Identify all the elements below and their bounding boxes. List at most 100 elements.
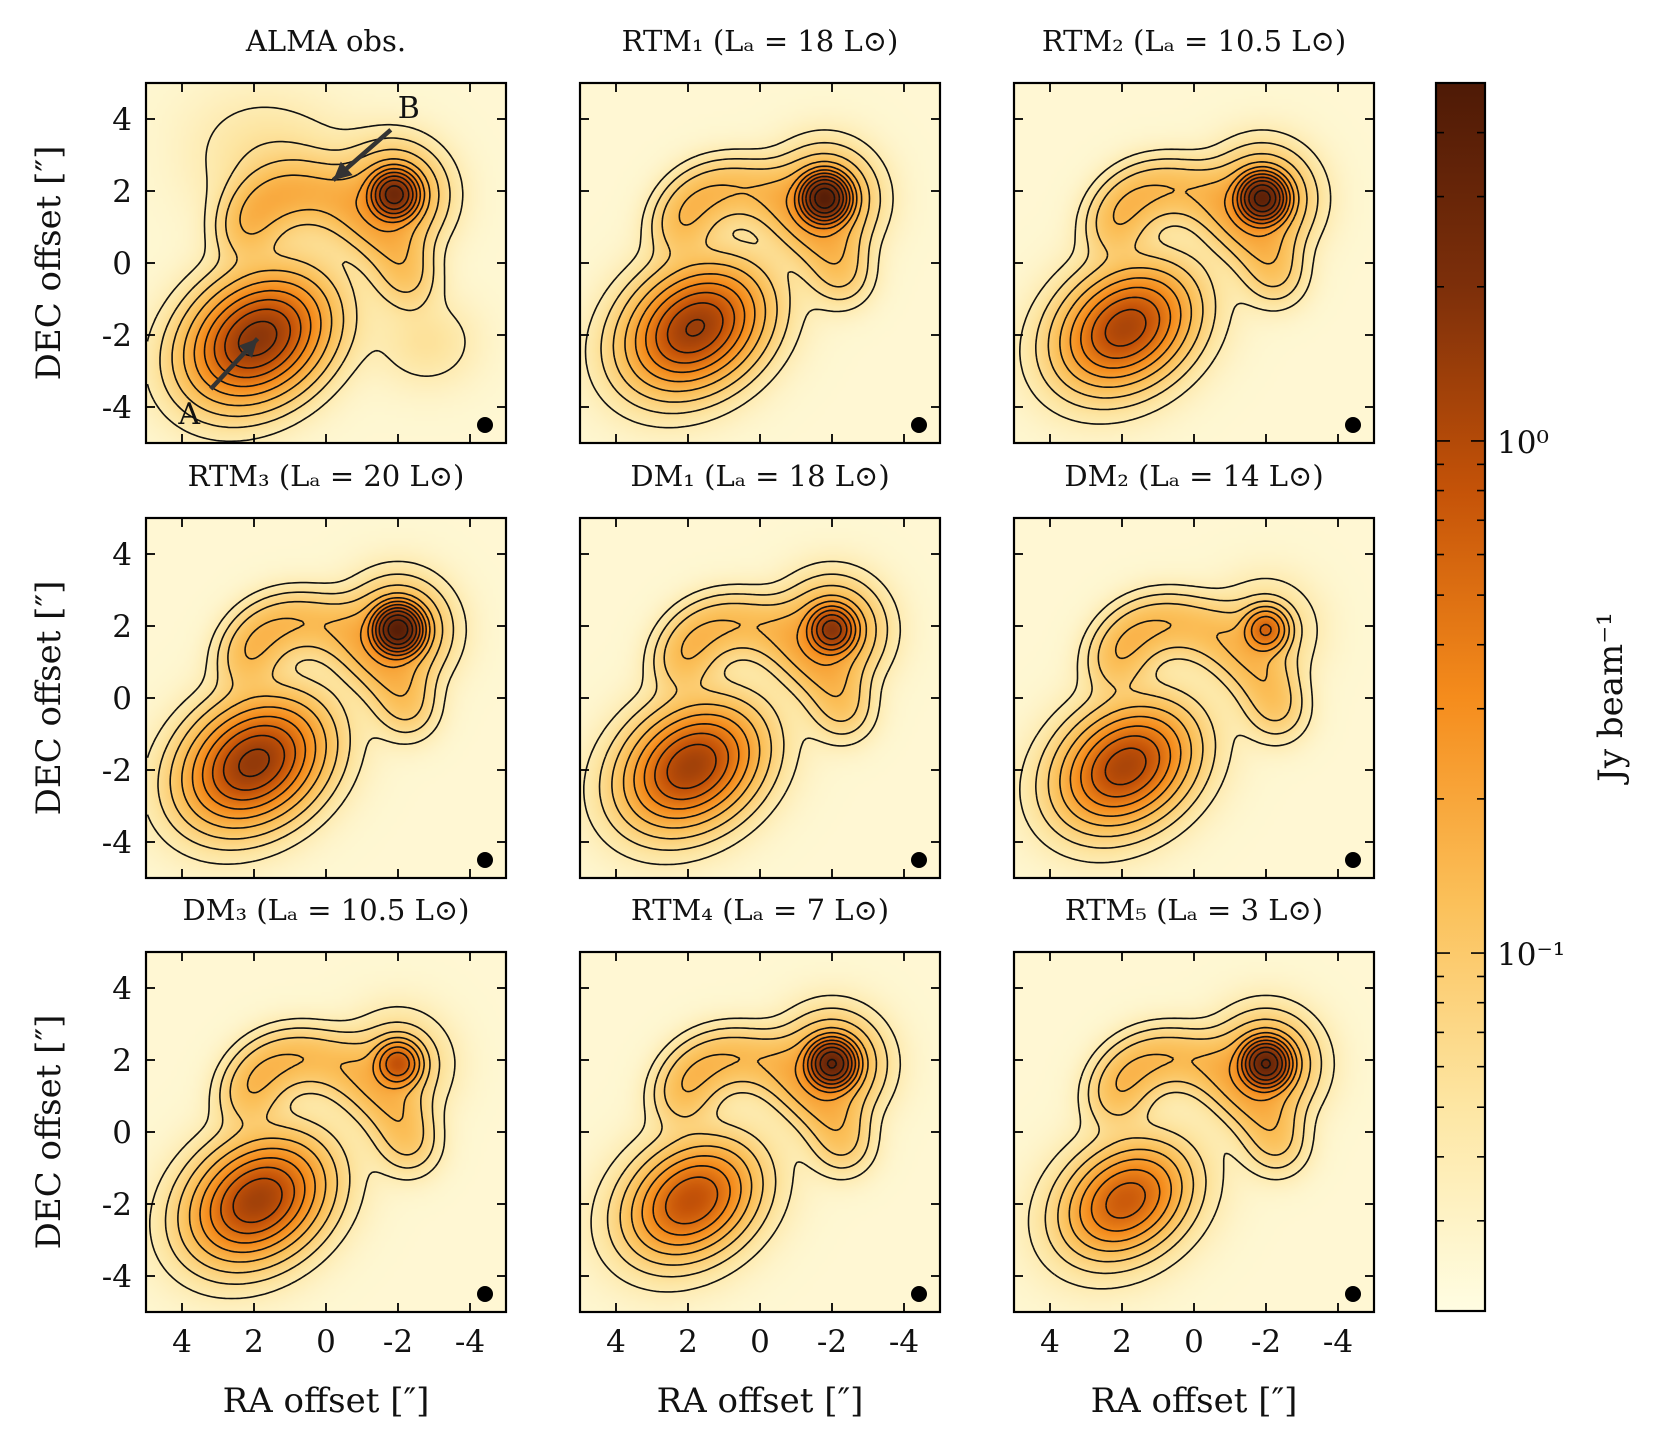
contour-level: [624, 160, 863, 393]
contour-level: [1068, 1026, 1303, 1252]
panel-5: DM₁ (Lₐ = 18 L⊙): [578, 459, 942, 880]
contour-level: [819, 1051, 845, 1077]
y-tick-label: 4: [112, 537, 132, 573]
y-axis-label: DEC offset [″]: [29, 1015, 69, 1250]
contour-level: [1059, 605, 1290, 827]
contour-lines: [1019, 129, 1332, 425]
contour-level: [598, 573, 889, 851]
contour-level: [1057, 1018, 1312, 1263]
contour-level: [666, 614, 848, 790]
beam-marker: [477, 417, 493, 433]
panel-title: DM₁ (Lₐ = 18 L⊙): [630, 459, 889, 493]
contour-level: [814, 1046, 849, 1081]
contour-level: [177, 1030, 431, 1274]
colorbar-gradient: [1436, 83, 1485, 1311]
y-axis-label: DEC offset [″]: [29, 146, 69, 381]
x-tick-label: 0: [1184, 1324, 1204, 1360]
intensity-map: [1014, 83, 1374, 443]
contour-level: [600, 141, 882, 415]
intensity-map: [580, 83, 940, 443]
x-axis-label: RA offset [″]: [223, 1381, 430, 1421]
intensity-map: [146, 518, 506, 878]
x-tick-label: 4: [172, 1324, 192, 1360]
contour-level: [387, 619, 409, 641]
contour-lines: [1027, 994, 1336, 1290]
y-tick-label: 0: [112, 246, 132, 282]
panel-title: RTM₃ (Lₐ = 20 L⊙): [188, 459, 465, 493]
contour-level: [1248, 1046, 1283, 1081]
contour-level: [146, 106, 466, 443]
contour-level: [384, 185, 404, 205]
y-tick-label: -2: [102, 1187, 132, 1223]
contour-level: [199, 1041, 421, 1254]
panel-title: RTM₅ (Lₐ = 3 L⊙): [1065, 893, 1323, 927]
contour-level: [164, 1021, 441, 1285]
x-tick-label: 0: [316, 1324, 336, 1360]
beam-marker: [911, 1286, 927, 1302]
contour-level: [821, 619, 842, 640]
annotation-label: A: [177, 397, 200, 432]
contour-level: [188, 1036, 425, 1263]
contour-level: [809, 182, 841, 214]
x-tick-label: 0: [750, 1324, 770, 1360]
contour-level: [1253, 1051, 1279, 1077]
contour-level: [213, 171, 418, 379]
panel-title: RTM₁ (Lₐ = 18 L⊙): [622, 24, 899, 58]
contour-level: [633, 600, 861, 820]
contour-level: [630, 1026, 869, 1256]
x-tick-label: -4: [455, 1324, 485, 1360]
contour-level: [622, 594, 868, 829]
y-tick-label: 2: [112, 1043, 132, 1079]
contour-level: [655, 172, 851, 364]
x-tick-label: 4: [1040, 1324, 1060, 1360]
x-tick-label: -2: [383, 1324, 413, 1360]
panel-6: DM₂ (Lₐ = 14 L⊙): [1012, 459, 1376, 880]
contour-level: [146, 560, 468, 865]
contour-level: [584, 129, 894, 429]
contour-level: [201, 600, 427, 810]
x-tick-label: 4: [606, 1324, 626, 1360]
contour-level: [1105, 1039, 1291, 1219]
contour-level: [612, 152, 871, 403]
contour-level: [157, 573, 455, 851]
panel-3: RTM₂ (Lₐ = 10.5 L⊙): [1012, 24, 1376, 445]
annotation-label: B: [398, 91, 420, 126]
y-tick-label: 0: [112, 681, 132, 717]
contour-level: [224, 175, 414, 369]
contour-level: [1090, 1035, 1294, 1232]
contour-level: [238, 610, 418, 778]
x-tick-label: -4: [1323, 1324, 1353, 1360]
x-tick-label: 2: [244, 1324, 264, 1360]
contour-level: [1248, 184, 1277, 213]
colorbar-label: Jy beam⁻¹: [1591, 612, 1631, 785]
contour-lines: [146, 106, 466, 443]
contour-level: [1253, 189, 1271, 207]
contour-level: [171, 148, 440, 418]
contour-level: [1079, 1031, 1298, 1243]
contour-level: [664, 1039, 857, 1225]
panel-title: DM₂ (Lₐ = 14 L⊙): [1064, 459, 1323, 493]
contour-level: [611, 584, 877, 840]
beam-marker: [1345, 852, 1361, 868]
contour-level: [182, 158, 431, 407]
y-axis-label: DEC offset [″]: [29, 581, 69, 816]
beam-marker: [1345, 417, 1361, 433]
contour-level: [1035, 141, 1319, 411]
contour-level: [606, 1007, 889, 1278]
contour-level: [1035, 592, 1303, 849]
y-tick-label: 4: [112, 971, 132, 1007]
intensity-map: [1014, 518, 1374, 878]
contour-level: [1059, 161, 1300, 388]
contour-level: [1069, 610, 1286, 817]
panel-9: 4 2 0 -2 -4 RTM₅ (Lₐ = 3 L⊙) RA offset [″]: [1012, 893, 1376, 1421]
x-tick-label: 2: [1112, 1324, 1132, 1360]
contour-level: [181, 592, 436, 829]
x-axis-label: RA offset [″]: [657, 1381, 864, 1421]
y-tick-label: -4: [102, 825, 132, 861]
contour-level: [193, 163, 426, 397]
contour-level: [232, 1177, 283, 1224]
contour-level: [382, 614, 414, 646]
contour-level: [652, 1035, 860, 1236]
y-tick-label: 0: [112, 1115, 132, 1151]
contour-level: [169, 584, 444, 840]
